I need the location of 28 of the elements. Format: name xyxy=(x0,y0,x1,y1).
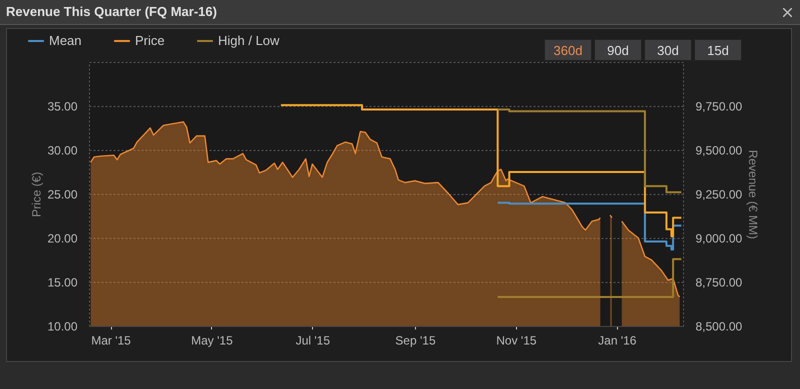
time-range-button: 360d xyxy=(544,39,592,61)
x-tick-label: Nov '15 xyxy=(496,334,537,348)
x-tick-label: May '15 xyxy=(191,334,234,348)
y2-tick-label: 8,500.00 xyxy=(696,320,743,334)
x-tick-label: Mar '15 xyxy=(91,334,132,348)
y-tick-label: 30.00 xyxy=(47,144,78,158)
y-tick-label: 10.00 xyxy=(47,320,78,334)
y-tick-label: 20.00 xyxy=(47,232,78,246)
x-tick-label: Sep '15 xyxy=(395,334,436,348)
y-axis-title: Price (€) xyxy=(29,172,44,218)
y2-tick-label: 9,000.00 xyxy=(696,232,743,246)
y2-tick-label: 9,750.00 xyxy=(696,100,743,114)
legend-label: High / Low xyxy=(218,33,280,48)
y2-tick-label: 8,750.00 xyxy=(696,276,743,290)
time-range-button: 15d xyxy=(694,39,742,61)
x-tick-label: Jan '16 xyxy=(598,334,637,348)
y2-tick-label: 9,500.00 xyxy=(696,144,743,158)
chart-title: Revenue This Quarter (FQ Mar-16) xyxy=(6,4,217,19)
y2-tick-label: 9,250.00 xyxy=(696,188,743,202)
time-range-button: 90d xyxy=(594,39,642,61)
y-tick-label: 25.00 xyxy=(47,188,78,202)
legend-label: Mean xyxy=(49,33,82,48)
y2-axis-title: Revenue (€ MM) xyxy=(746,150,760,240)
legend-label: Price xyxy=(135,33,165,48)
y-tick-label: 35.00 xyxy=(47,100,78,114)
time-range-button: 30d xyxy=(644,39,692,61)
y-tick-label: 15.00 xyxy=(47,276,78,290)
x-tick-label: Jul '15 xyxy=(296,334,330,348)
